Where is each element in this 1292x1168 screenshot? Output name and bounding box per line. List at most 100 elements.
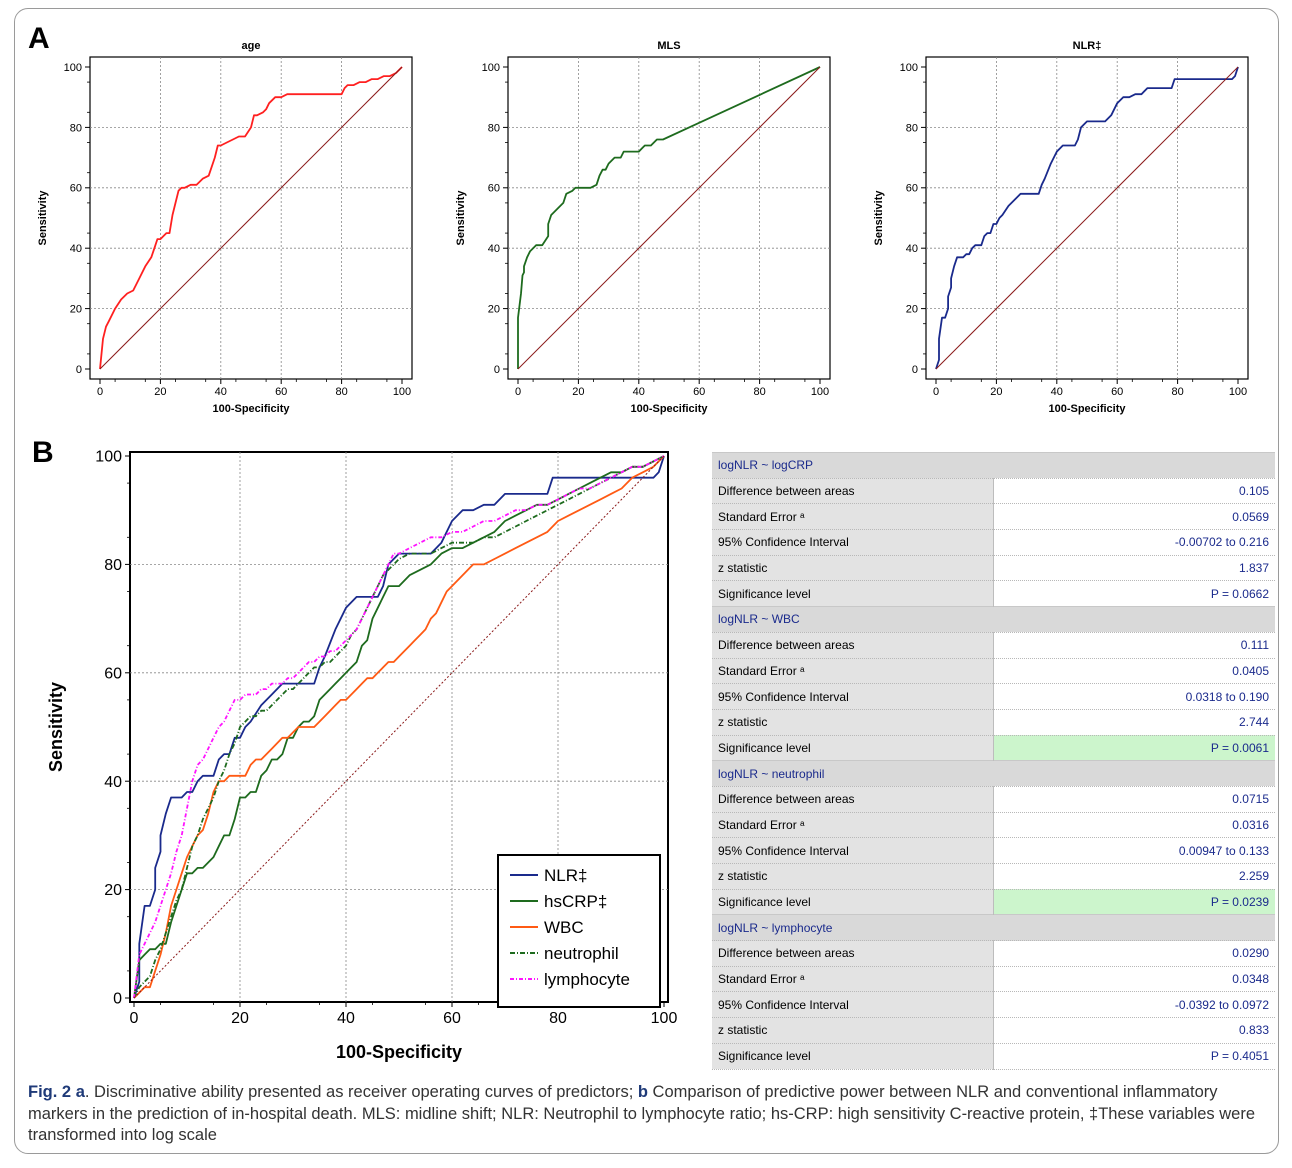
stat-row: 95% Confidence Interval 0.0318 to 0.190 <box>712 683 1275 710</box>
stat-label: Significance level <box>712 1043 994 1070</box>
stat-label: Difference between areas <box>712 632 994 659</box>
stat-value: 0.0290 <box>993 940 1275 967</box>
y-tick-label: 100 <box>482 62 500 74</box>
legend-label: lymphocyte <box>544 970 630 989</box>
x-axis-label: 100-Specificity <box>630 403 708 415</box>
x-tick-label: 60 <box>275 386 287 398</box>
stat-row: Significance level P = 0.0061 <box>712 735 1275 762</box>
stat-value: 0.833 <box>993 1017 1275 1044</box>
y-tick-label: 40 <box>70 243 82 255</box>
stat-label: Significance level <box>712 889 994 916</box>
stat-row: Difference between areas 0.111 <box>712 632 1275 659</box>
x-tick-label: 80 <box>335 386 347 398</box>
x-tick-label: 20 <box>990 386 1002 398</box>
y-tick-label: 60 <box>488 183 500 195</box>
legend-label: hsCRP‡ <box>544 892 607 911</box>
figure-frame <box>14 8 1279 1154</box>
x-tick-label: 20 <box>231 1010 249 1027</box>
stat-row: Standard Error ᵃ 0.0569 <box>712 503 1275 531</box>
caption-figure-label: Fig. 2 <box>28 1083 72 1101</box>
stat-label: z statistic <box>712 1017 994 1044</box>
stat-label: z statistic <box>712 709 994 736</box>
legend-label: neutrophil <box>544 944 619 963</box>
y-tick-label: 60 <box>104 665 122 682</box>
roc-curve-nlr <box>935 66 1239 370</box>
comparison-group-header: logNLR ~ lymphocyte <box>712 914 1275 942</box>
y-tick-label: 60 <box>906 183 918 195</box>
chart-title: age <box>242 40 261 52</box>
roc-curve-neutrophil <box>133 455 665 999</box>
stat-row: Difference between areas 0.0715 <box>712 786 1275 813</box>
roc-chart-age: 0 20 40 60 80 100 0 20 40 60 80 100 age 100-Specifici… <box>37 40 413 415</box>
roc-curve-wbc <box>133 455 665 999</box>
figure-caption: Fig. 2 a. Discriminative ability present… <box>28 1082 1268 1147</box>
chart-title: MLS <box>657 40 680 52</box>
y-tick-label: 100 <box>64 62 82 74</box>
stat-value: 1.837 <box>993 555 1275 582</box>
x-tick-label: 100 <box>1229 386 1247 398</box>
stat-value: P = 0.0061 <box>993 735 1275 762</box>
y-tick-label: 20 <box>906 303 918 315</box>
comparison-title: logNLR ~ lymphocyte <box>712 914 1275 942</box>
y-tick-label: 20 <box>104 882 122 899</box>
stat-row: z statistic 1.837 <box>712 555 1275 582</box>
y-tick-label: 40 <box>906 243 918 255</box>
reference-diagonal <box>99 66 403 370</box>
roc-chart-mls: 0 20 40 60 80 100 0 20 40 60 80 100 MLS 100-Specifici… <box>455 40 831 415</box>
plot-area <box>129 451 669 1003</box>
stat-label: z statistic <box>712 555 994 582</box>
y-axis-label: Sensitivity <box>873 190 885 246</box>
stat-value: 0.111 <box>993 632 1275 659</box>
y-axis-label: Sensitivity <box>46 682 66 772</box>
stat-row: Standard Error ᵃ 0.0348 <box>712 966 1275 993</box>
stat-value: 0.105 <box>993 478 1275 505</box>
y-tick-label: 40 <box>104 774 122 791</box>
caption-part-b: Comparison of predictive power between N… <box>28 1083 1256 1144</box>
stat-value: 0.0316 <box>993 812 1275 839</box>
x-tick-label: 100 <box>393 386 411 398</box>
x-tick-label: 80 <box>753 386 765 398</box>
stat-value: 0.0318 to 0.190 <box>993 683 1275 710</box>
stat-row: Difference between areas 0.105 <box>712 478 1275 505</box>
comparison-group-header: logNLR ~ WBC <box>712 606 1275 633</box>
stat-value: 2.744 <box>993 709 1275 736</box>
y-tick-label: 80 <box>906 122 918 134</box>
stat-value: 2.259 <box>993 863 1275 890</box>
stat-label: 95% Confidence Interval <box>712 991 994 1019</box>
x-tick-label: 0 <box>130 1010 139 1027</box>
stat-value: P = 0.0662 <box>993 580 1275 608</box>
stat-row: Significance level P = 0.0239 <box>712 889 1275 916</box>
stat-row: z statistic 2.259 <box>712 863 1275 890</box>
comparison-group-header: logNLR ~ logCRP <box>712 452 1275 479</box>
caption-b-label: b <box>637 1083 648 1101</box>
reference-diagonal <box>935 66 1239 370</box>
x-tick-label: 100 <box>811 386 829 398</box>
y-tick-label: 100 <box>95 449 122 466</box>
roc-chart-nlr: 0 20 40 60 80 100 0 20 40 60 80 100 NLR‡ 100-Specific… <box>873 40 1249 415</box>
stat-label: Difference between areas <box>712 940 994 967</box>
stat-row: 95% Confidence Interval -0.0392 to 0.0972 <box>712 991 1275 1019</box>
stat-value: -0.00702 to 0.216 <box>993 529 1275 556</box>
stat-row: z statistic 2.744 <box>712 709 1275 736</box>
legend-label: NLR‡ <box>544 866 587 885</box>
y-tick-label: 80 <box>70 122 82 134</box>
stat-value: 0.0715 <box>993 786 1275 813</box>
x-tick-label: 0 <box>97 386 103 398</box>
stat-row: Standard Error ᵃ 0.0316 <box>712 812 1275 839</box>
caption-a-label: a <box>75 1083 85 1101</box>
stat-row: 95% Confidence Interval 0.00947 to 0.133 <box>712 837 1275 864</box>
stat-row: z statistic 0.833 <box>712 1017 1275 1044</box>
y-tick-label: 0 <box>76 364 82 376</box>
stat-label: 95% Confidence Interval <box>712 529 994 556</box>
stat-value: 0.00947 to 0.133 <box>993 837 1275 864</box>
auc-comparison-table: logNLR ~ logCRP Difference between areas 0… <box>712 452 1275 1070</box>
roc-chart-comparison: 0 20 40 60 80 100 0 20 40 60 80 100 100-Specificity S… <box>46 449 677 1062</box>
x-tick-label: 20 <box>154 386 166 398</box>
stat-row: 95% Confidence Interval -0.00702 to 0.216 <box>712 529 1275 556</box>
y-tick-label: 20 <box>488 303 500 315</box>
y-tick-label: 0 <box>494 364 500 376</box>
x-tick-label: 40 <box>1051 386 1063 398</box>
y-tick-label: 40 <box>488 243 500 255</box>
y-tick-label: 80 <box>488 122 500 134</box>
stat-label: Standard Error ᵃ <box>712 503 994 531</box>
